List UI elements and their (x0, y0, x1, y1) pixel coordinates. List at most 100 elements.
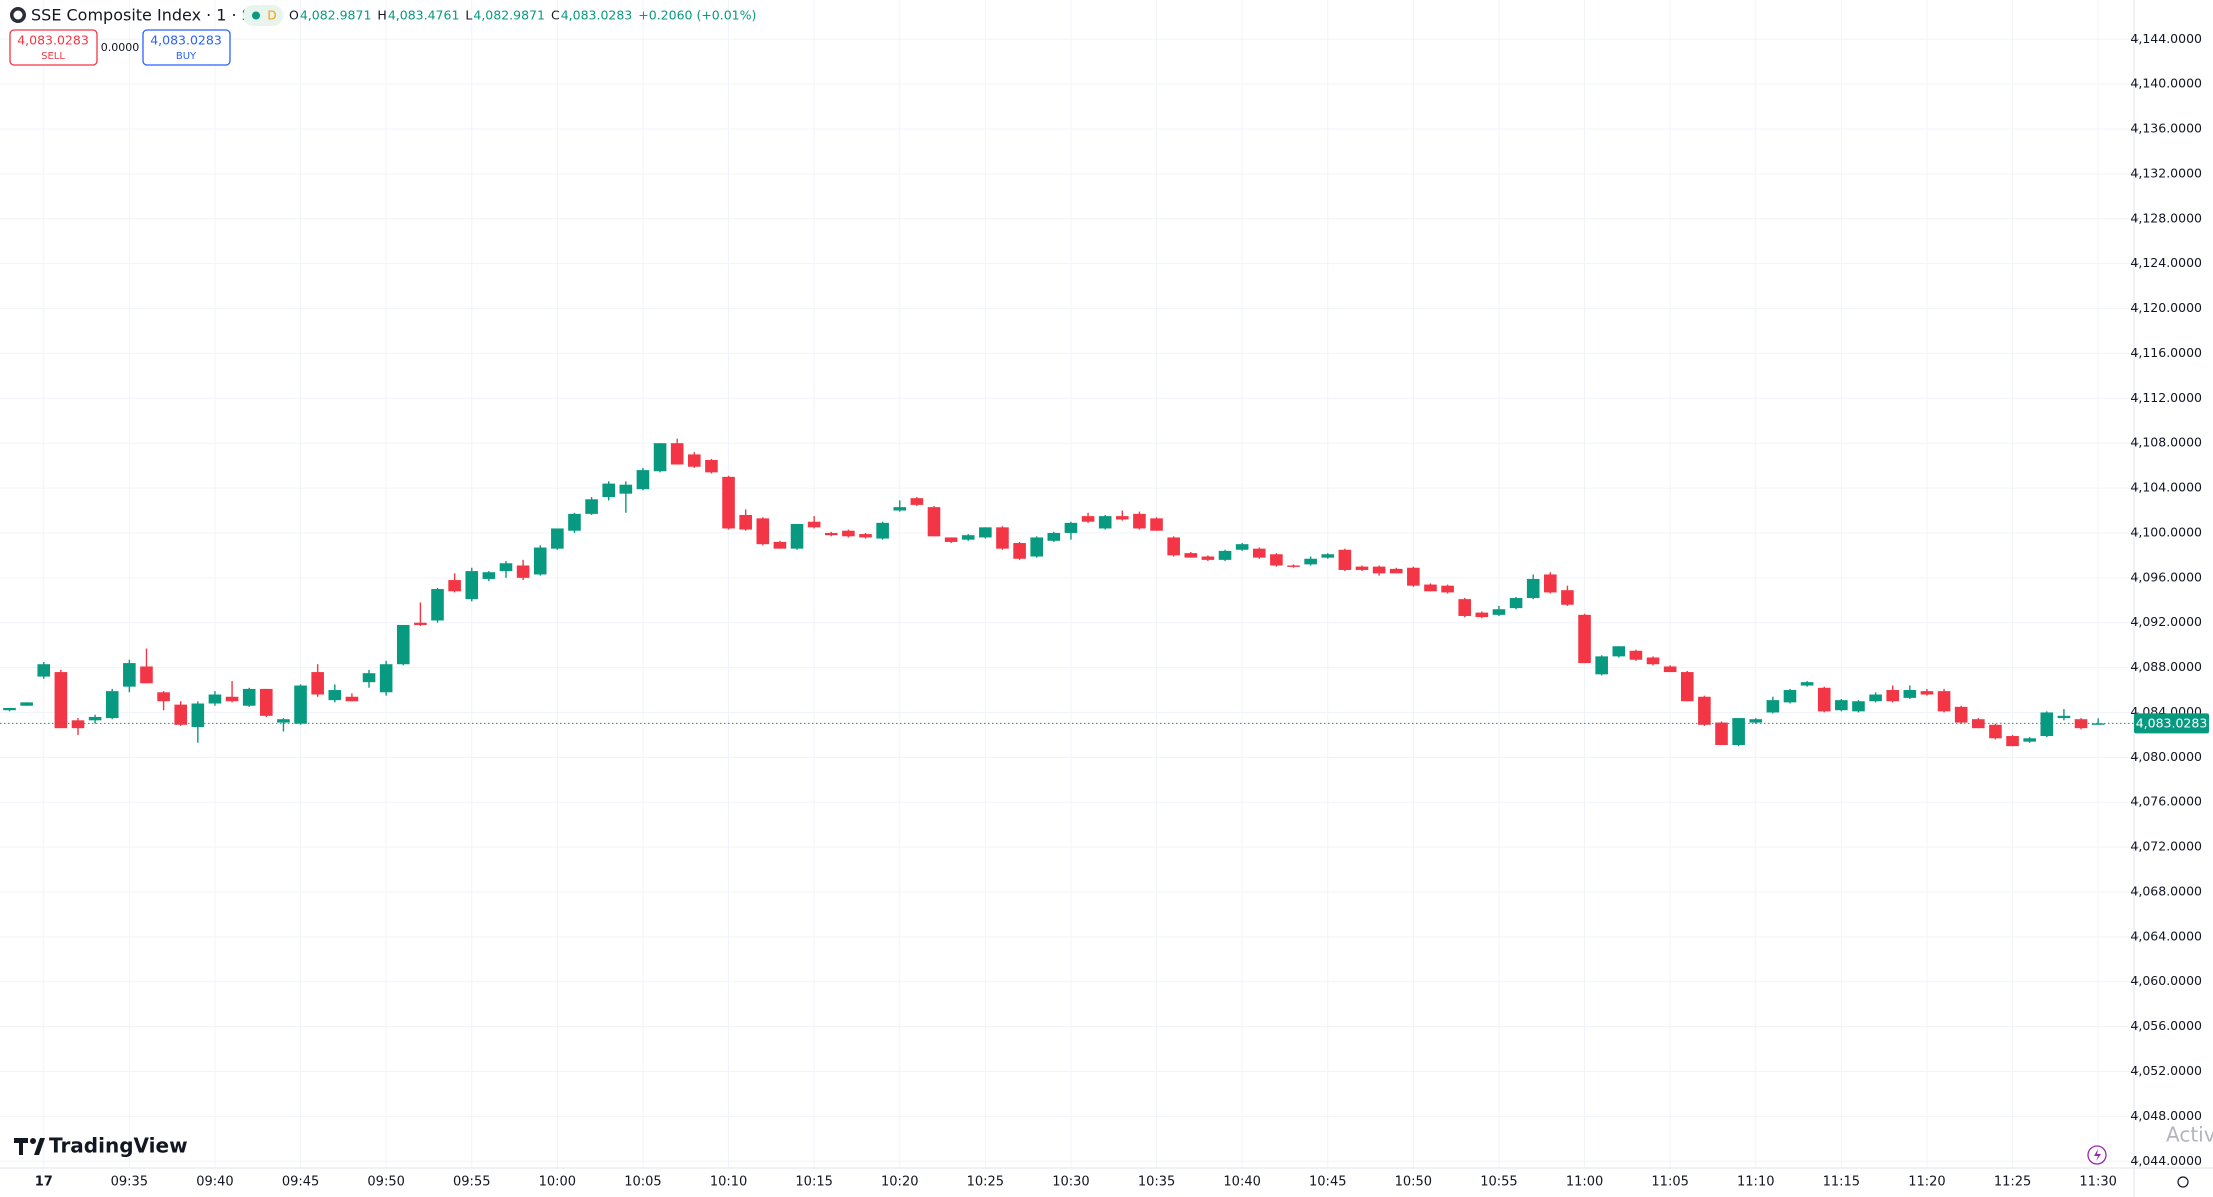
grid (0, 0, 2134, 1168)
logo-mark-slash (34, 1138, 45, 1155)
candle-body (482, 572, 496, 579)
candle-body (824, 532, 838, 536)
candle-body (1989, 724, 2002, 739)
candle-body (585, 499, 598, 514)
candle-body (1047, 532, 1061, 541)
candle-body (140, 666, 153, 684)
ohlc-label: O (289, 8, 299, 23)
ohlc-label: C (551, 8, 560, 23)
settings-icon[interactable] (2177, 1176, 2189, 1188)
candle-body (1270, 554, 1283, 566)
candle-body (1732, 718, 1745, 746)
buy-label: BUY (176, 51, 197, 62)
candle-body (636, 470, 650, 490)
y-tick-label: 4,128.0000 (2130, 210, 2202, 225)
y-tick-label: 4,072.0000 (2130, 839, 2202, 854)
y-tick-label: 4,116.0000 (2130, 345, 2202, 360)
candle-body (790, 523, 804, 549)
candle-body (123, 663, 136, 687)
candle-body (1184, 553, 1198, 558)
candle-body (842, 530, 855, 537)
candle-body (722, 476, 735, 529)
candle-body (893, 507, 907, 511)
y-tick-label: 4,104.0000 (2130, 480, 2202, 495)
x-tick-label: 10:05 (624, 1175, 661, 1190)
x-tick-label: 11:25 (1994, 1175, 2031, 1190)
candle-body (1526, 578, 1540, 599)
candle-body (859, 534, 872, 538)
candle-body (1715, 722, 1728, 746)
y-tick-label: 4,124.0000 (2130, 255, 2202, 270)
candle-body (2040, 712, 2054, 737)
candle-body (191, 703, 205, 728)
ohlc-label: H (377, 8, 386, 23)
candle-body (260, 688, 273, 716)
x-tick-label: 10:30 (1052, 1175, 1089, 1190)
candle-body (1663, 666, 1677, 673)
x-tick-label: 11:30 (2079, 1175, 2116, 1190)
lightning-icon[interactable] (2087, 1145, 2107, 1165)
y-tick-label: 4,088.0000 (2130, 659, 2202, 674)
x-tick-label: 10:10 (710, 1175, 747, 1190)
candle-body (1817, 687, 1831, 712)
candle-body (1150, 518, 1163, 531)
tradingview-logo[interactable]: TradingView (14, 1134, 188, 1158)
logo-mark-dot (30, 1138, 36, 1144)
lightning-glyph (2094, 1149, 2101, 1161)
y-tick-label: 4,048.0000 (2130, 1108, 2202, 1123)
y-tick-label: 4,108.0000 (2130, 435, 2202, 450)
candle-body (516, 565, 530, 578)
candle-body (1389, 568, 1403, 574)
candle-body (979, 527, 992, 538)
candle-body (910, 498, 924, 505)
candle-body (1064, 522, 1078, 533)
symbol-title[interactable]: SSE Composite Index · 1 · SSE (31, 6, 272, 25)
candle-body (362, 673, 376, 683)
watermark: TradingView (49, 1134, 188, 1158)
candle-body (1835, 700, 1848, 711)
candle-body (1920, 691, 1934, 695)
candle-body (996, 527, 1009, 549)
overlay-text: Activa (2166, 1123, 2213, 1147)
spread: 0.0000 (101, 41, 140, 54)
x-tick-label: 09:50 (367, 1175, 404, 1190)
x-tick-label: 10:45 (1309, 1175, 1346, 1190)
sell-label: SELL (41, 51, 65, 62)
candle-body (1252, 548, 1266, 558)
candle-body (448, 580, 461, 592)
y-tick-label: 4,100.0000 (2130, 524, 2202, 539)
y-tick-label: 4,044.0000 (2130, 1153, 2202, 1168)
candle-body (1321, 554, 1335, 558)
y-tick-label: 4,144.0000 (2130, 31, 2202, 46)
y-tick-label: 4,056.0000 (2130, 1018, 2202, 1033)
axes: 4,044.0000 4,048.0000 4,052.0000 4,056.0000… (0, 31, 2209, 1190)
candle-body (54, 672, 68, 729)
candle-body (568, 513, 581, 531)
candle-body (1441, 585, 1454, 593)
candle-body (961, 535, 975, 540)
ohlc-label: L (465, 8, 472, 23)
sell-button[interactable] (9, 29, 98, 66)
candle-body (1355, 566, 1369, 570)
candle-body (20, 702, 33, 706)
candle-body (1954, 706, 1968, 723)
candle-body (242, 688, 256, 706)
candle-body (1612, 646, 1626, 657)
candle-body (1869, 694, 1882, 702)
candle-body (1509, 598, 1523, 609)
x-tick-label: 10:25 (967, 1175, 1004, 1190)
status-badge (243, 5, 283, 26)
candle-body (1081, 516, 1095, 522)
candle-body (1407, 567, 1420, 586)
candle-body (551, 528, 564, 549)
candle-body (1749, 719, 1763, 723)
buy-button[interactable] (142, 29, 231, 66)
candle-body (1372, 566, 1386, 574)
y-tick-label: 4,064.0000 (2130, 928, 2202, 943)
candle-body (1544, 574, 1557, 593)
y-tick-label: 4,076.0000 (2130, 794, 2202, 809)
candle-body (688, 454, 701, 467)
candle-body (2006, 736, 2019, 747)
symbol-icon-inner (13, 10, 23, 20)
